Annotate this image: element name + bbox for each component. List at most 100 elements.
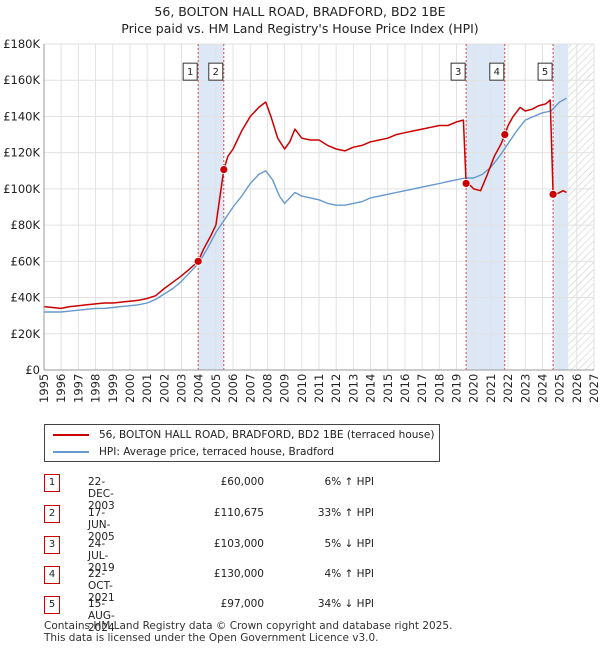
x-tick-label: 2015 xyxy=(381,374,395,403)
sale-date: 24-JUL-2019 xyxy=(88,538,115,574)
x-tick-label: 2025 xyxy=(553,374,567,403)
sale-marker-label: 5 xyxy=(542,67,548,78)
y-tick-label: £60K xyxy=(11,254,41,268)
sale-marker-label: 4 xyxy=(494,67,500,78)
sale-number-badge: 2 xyxy=(44,505,60,523)
legend-price-label: 56, BOLTON HALL ROAD, BRADFORD, BD2 1BE … xyxy=(99,429,435,441)
sale-hpi-diff: 34% ↓ HPI xyxy=(317,598,374,610)
sale-marker-box xyxy=(450,62,466,81)
y-tick-label: £120K xyxy=(3,146,40,160)
sale-markers: 1 2 3 4 5 xyxy=(182,62,553,81)
x-tick-label: 1995 xyxy=(37,374,51,403)
sale-point xyxy=(461,179,471,188)
sale-hpi-diff: 5% ↓ HPI xyxy=(324,538,374,550)
x-tick-label: 2012 xyxy=(329,374,343,403)
footer-licence: This data is licensed under the Open Gov… xyxy=(44,631,379,644)
sale-point xyxy=(219,165,229,174)
y-tick-label: £100K xyxy=(3,182,40,196)
hpi-line-swatch xyxy=(53,451,89,453)
grid xyxy=(43,43,595,371)
legend: 56, BOLTON HALL ROAD, BRADFORD, BD2 1BE … xyxy=(44,424,440,462)
sale-period-band xyxy=(198,44,224,370)
sale-marker-box xyxy=(182,62,198,81)
chart-title: 56, BOLTON HALL ROAD, BRADFORD, BD2 1BE … xyxy=(0,3,600,37)
x-tick-label: 2008 xyxy=(260,374,274,403)
x-tick-label: 2016 xyxy=(398,374,412,403)
x-tick-label: 1996 xyxy=(54,374,68,403)
sale-price: £97,000 xyxy=(220,598,264,610)
sale-point xyxy=(500,130,510,139)
sale-marker-label: 1 xyxy=(187,67,193,78)
sale-period-band xyxy=(466,44,505,370)
x-tick-label: 2022 xyxy=(501,374,515,403)
sale-period-shading xyxy=(198,44,594,370)
sale-hpi-diff: 33% ↑ HPI xyxy=(317,507,374,519)
sale-point xyxy=(193,256,203,266)
sale-marker-label: 3 xyxy=(455,67,461,78)
sale-marker-box xyxy=(489,62,505,81)
footer-copyright: Contains HM Land Registry data © Crown c… xyxy=(44,620,453,632)
x-tick-label: 2021 xyxy=(484,374,498,403)
x-tick-label: 2000 xyxy=(123,374,137,403)
legend-hpi-label: HPI: Average price, terraced house, Brad… xyxy=(99,446,335,458)
x-tick-label: 2020 xyxy=(467,374,481,403)
sale-marker-label: 2 xyxy=(213,67,219,78)
sale-points xyxy=(193,130,558,266)
x-tick-label: 2005 xyxy=(209,374,223,403)
sale-period-band xyxy=(553,44,569,370)
sale-number-badge: 5 xyxy=(44,596,60,614)
x-tick-label: 2003 xyxy=(175,374,189,403)
y-tick-label: £40K xyxy=(11,291,41,305)
x-tick-label: 2019 xyxy=(450,374,464,403)
y-tick-label: £80K xyxy=(11,218,41,232)
x-tick-label: 2013 xyxy=(346,374,360,403)
title-line-1: 56, BOLTON HALL ROAD, BRADFORD, BD2 1BE xyxy=(154,4,446,19)
x-tick-label: 1999 xyxy=(106,374,120,403)
title-line-2: Price paid vs. HM Land Registry's House … xyxy=(121,21,479,36)
x-tick-label: 2023 xyxy=(518,374,532,403)
x-tick-label: 2024 xyxy=(535,374,549,403)
y-tick-label: £160K xyxy=(3,73,40,87)
x-tick-label: 2002 xyxy=(157,374,171,403)
x-tick-label: 2014 xyxy=(364,374,378,403)
legend-item-price: 56, BOLTON HALL ROAD, BRADFORD, BD2 1BE … xyxy=(53,427,434,443)
sale-hpi-diff: 4% ↑ HPI xyxy=(324,568,374,580)
sale-number-badge: 4 xyxy=(44,566,60,584)
x-tick-label: 2010 xyxy=(295,374,309,403)
axes: £0 £20K £40K £60K £80K £100K £120K £140K £160K £1… xyxy=(3,37,600,403)
footer: Contains HM Land Registry data © Crown c… xyxy=(44,620,453,644)
y-tick-label: £20K xyxy=(11,327,41,341)
sale-number-badge: 3 xyxy=(44,536,60,554)
sale-number-badge: 1 xyxy=(44,474,60,492)
x-tick-label: 2017 xyxy=(415,374,429,403)
price-line-swatch xyxy=(53,434,89,436)
sale-date: 22-OCT-2021 xyxy=(88,568,115,604)
x-tick-label: 1998 xyxy=(89,374,103,403)
x-tick-label: 2001 xyxy=(140,374,154,403)
y-tick-label: £140K xyxy=(3,109,40,123)
x-tick-label: 1997 xyxy=(71,374,85,403)
sale-point xyxy=(548,189,558,199)
x-tick-label: 2004 xyxy=(192,374,206,403)
sale-price: £103,000 xyxy=(213,538,264,550)
sale-date: 22-DEC-2003 xyxy=(88,476,115,512)
x-tick-label: 2009 xyxy=(278,374,292,403)
x-tick-label: 2007 xyxy=(243,374,257,403)
sale-marker-box xyxy=(537,62,553,81)
x-tick-label: 2026 xyxy=(570,374,584,403)
y-tick-label: £180K xyxy=(3,37,40,51)
sale-price: £60,000 xyxy=(220,476,264,488)
sale-price: £130,000 xyxy=(213,568,264,580)
sale-hpi-diff: 6% ↑ HPI xyxy=(324,476,374,488)
x-tick-label: 2011 xyxy=(312,374,326,403)
forecast-hatch xyxy=(568,44,594,370)
sale-date: 17-JUN-2005 xyxy=(88,507,115,543)
x-tick-label: 2018 xyxy=(432,374,446,403)
y-tick-label: £0 xyxy=(25,363,40,377)
sale-marker-box xyxy=(208,62,224,81)
x-tick-label: 2006 xyxy=(226,374,240,403)
x-tick-label: 2027 xyxy=(587,374,600,403)
hpi-line xyxy=(44,97,567,313)
legend-item-hpi: HPI: Average price, terraced house, Brad… xyxy=(53,444,334,460)
